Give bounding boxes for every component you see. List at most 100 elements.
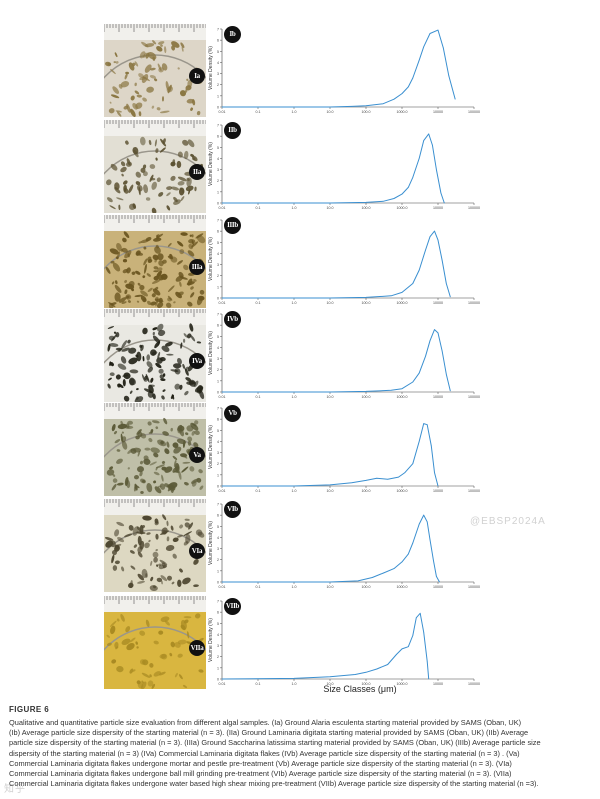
x-tick-label: 1.0 (292, 301, 297, 305)
data-point (437, 332, 439, 334)
algae-particle (149, 674, 152, 678)
algae-particle (165, 341, 173, 347)
algae-particle (126, 423, 130, 429)
data-point (423, 631, 425, 633)
algae-particle (136, 351, 142, 362)
algae-particle (121, 638, 131, 645)
algae-particle (147, 52, 157, 60)
y-tick-label: 7 (217, 219, 219, 223)
algae-particle (177, 291, 184, 296)
x-tick-label: 1000.0 (397, 301, 408, 305)
algae-particle (181, 466, 189, 473)
algae-particle (173, 196, 178, 203)
algae-particle (114, 560, 120, 565)
distribution-line (222, 29, 456, 108)
algae-particle (155, 549, 158, 552)
size-distribution-chart: 0 1 2 3 4 5 6 7 0.01 0.1 1.0 10.0 100.0 1000.0 10000 10… (208, 403, 484, 496)
algae-particle (158, 563, 162, 567)
algae-particle (184, 368, 189, 376)
sample-photo (104, 403, 206, 496)
algae-particle (123, 372, 131, 380)
algae-particle (180, 232, 188, 236)
data-point (423, 514, 425, 516)
algae-particle (122, 379, 126, 387)
chart-panel-label: VIIb (224, 598, 241, 615)
data-point (428, 133, 430, 135)
algae-particle (173, 301, 176, 304)
data-point (329, 484, 331, 486)
algae-particle (167, 84, 172, 94)
algae-particle (194, 420, 199, 425)
algae-particle (161, 474, 164, 482)
data-point (441, 350, 443, 352)
algae-particle (179, 90, 187, 97)
x-tick-label: 1.0 (292, 110, 297, 114)
data-point (407, 553, 409, 555)
data-point (329, 297, 331, 299)
x-tick-label: 10.0 (327, 110, 334, 114)
algae-particle (116, 458, 123, 465)
algae-particle (110, 302, 117, 306)
algae-particle (151, 420, 160, 424)
algae-particle (183, 264, 189, 271)
y-tick-label: 0 (217, 485, 219, 489)
x-tick-label: 100000 (468, 682, 480, 686)
algae-particle (185, 534, 191, 544)
photo-panel-label: VIIa (189, 640, 205, 656)
algae-particle (172, 455, 178, 460)
data-point (412, 463, 414, 465)
algae-particle (170, 369, 179, 372)
y-axis-label: Volume Density (%) (208, 142, 214, 186)
distribution-line (222, 423, 439, 487)
algae-particle (154, 486, 162, 494)
x-tick-label: 10.0 (327, 682, 334, 686)
algae-particle (150, 576, 154, 582)
algae-particle (190, 292, 195, 298)
caption-line: Qualitative and quantitative particle si… (9, 718, 522, 727)
algae-particle (139, 630, 146, 636)
x-tick-label: 1.0 (292, 489, 297, 493)
algae-particle (153, 640, 159, 645)
algae-particle (140, 490, 144, 495)
y-tick-label: 4 (217, 61, 219, 65)
algae-particle (180, 42, 185, 48)
algae-particle (123, 180, 128, 185)
algae-particle (106, 179, 112, 186)
algae-particle (167, 285, 175, 293)
y-tick-label: 2 (217, 462, 219, 466)
y-tick-label: 0 (217, 202, 219, 206)
y-tick-label: 3 (217, 72, 219, 76)
algae-particle (190, 286, 194, 290)
algae-particle (137, 573, 145, 581)
data-point (382, 572, 384, 574)
algae-particle (124, 280, 128, 283)
algae-particle (152, 393, 156, 400)
x-tick-label: 100000 (468, 585, 480, 589)
y-axis-label: Volume Density (%) (208, 46, 214, 90)
algae-particle (192, 99, 196, 106)
sample-photo (104, 309, 206, 402)
algae-particle (194, 186, 197, 192)
caption-line: dispersity of the starting material (n =… (9, 748, 520, 758)
algae-particle (128, 203, 136, 211)
algae-particle (162, 514, 167, 521)
algae-particle (114, 187, 121, 194)
algae-particle (141, 672, 151, 678)
ruler (104, 309, 206, 325)
algae-particle (129, 668, 134, 674)
data-point (418, 441, 420, 442)
x-tick-label: 10000 (433, 395, 443, 399)
algae-particle (158, 274, 164, 281)
algae-particle (199, 289, 205, 295)
algae-particle (166, 192, 171, 197)
algae-particle (149, 75, 157, 79)
data-point (429, 340, 431, 342)
algae-particle (178, 271, 184, 278)
algae-particle (177, 176, 187, 182)
data-point (439, 581, 440, 583)
data-point (396, 654, 397, 655)
y-tick-label: 5 (217, 429, 219, 433)
algae-particle (191, 234, 194, 238)
algae-particle (116, 242, 122, 252)
algae-particle (170, 175, 176, 181)
